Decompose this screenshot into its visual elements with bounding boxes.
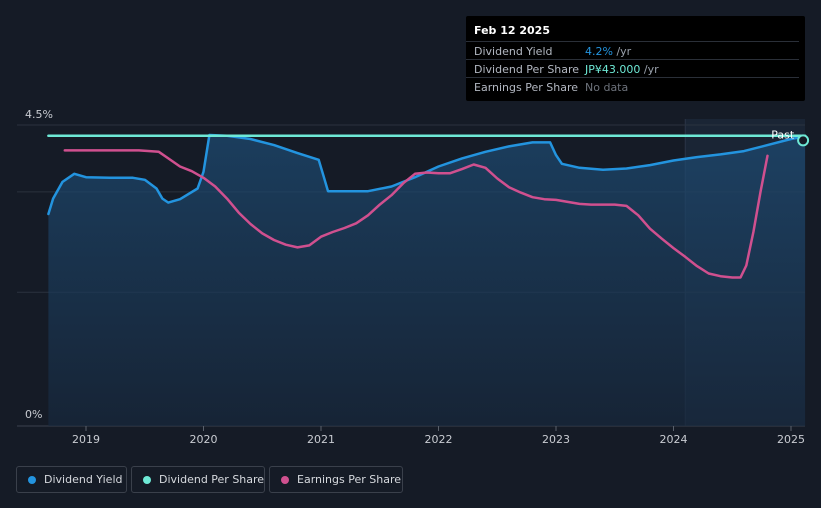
earnings-per-share-line — [63, 149, 769, 279]
tooltip-row-dividend-yield: Dividend Yield 4.2% /yr — [466, 41, 799, 60]
x-tick-label: 2022 — [425, 433, 453, 446]
tooltip-date: Feb 12 2025 — [474, 24, 550, 37]
past-label: Past — [771, 129, 795, 142]
x-tick-label: 2023 — [542, 433, 570, 446]
tooltip-label: Earnings Per Share — [474, 81, 579, 94]
tooltip-unit: /yr — [612, 45, 632, 58]
legend-item-earnings-per-share[interactable]: Earnings Per Share — [269, 466, 403, 493]
data-tooltip: Feb 12 2025 Dividend Yield 4.2% /yr Divi… — [466, 16, 805, 101]
tooltip-value: No data — [585, 81, 629, 94]
dividend-yield-area — [48, 135, 806, 426]
y-tick-label: 4.5% — [25, 108, 53, 121]
legend-item-dividend-per-share[interactable]: Dividend Per Share — [131, 466, 265, 493]
chart-series — [47, 133, 810, 426]
tooltip-value: JP¥43.000 — [585, 63, 641, 76]
y-tick-label: 0% — [25, 408, 42, 421]
tooltip-row-earnings-per-share: Earnings Per Share No data — [466, 77, 799, 96]
chart-axes: Past 4.5% 0% 2019 2020 2021 2022 2023 2024 2025 — [25, 108, 805, 446]
legend-label: Earnings Per Share — [297, 473, 402, 486]
dividend-yield-line — [47, 133, 807, 216]
legend-label: Dividend Yield — [44, 473, 123, 486]
current-value-marker — [797, 134, 810, 147]
x-tick-label: 2024 — [660, 433, 688, 446]
x-tick-label: 2025 — [777, 433, 805, 446]
legend-dot-icon — [281, 476, 289, 484]
tooltip-label: Dividend Per Share — [474, 63, 580, 76]
x-tick-label: 2020 — [190, 433, 218, 446]
x-tick-label: 2021 — [307, 433, 335, 446]
tooltip-label: Dividend Yield — [474, 45, 553, 58]
legend-label: Dividend Per Share — [159, 473, 265, 486]
tooltip-unit: /yr — [640, 63, 659, 76]
legend-dot-icon — [143, 476, 151, 484]
legend-item-dividend-yield[interactable]: Dividend Yield — [16, 466, 127, 493]
legend-dot-icon — [28, 476, 36, 484]
tooltip-value: 4.2% — [585, 45, 613, 58]
x-tick-label: 2019 — [72, 433, 100, 446]
tooltip-row-dividend-per-share: Dividend Per Share JP¥43.000 /yr — [466, 59, 799, 78]
